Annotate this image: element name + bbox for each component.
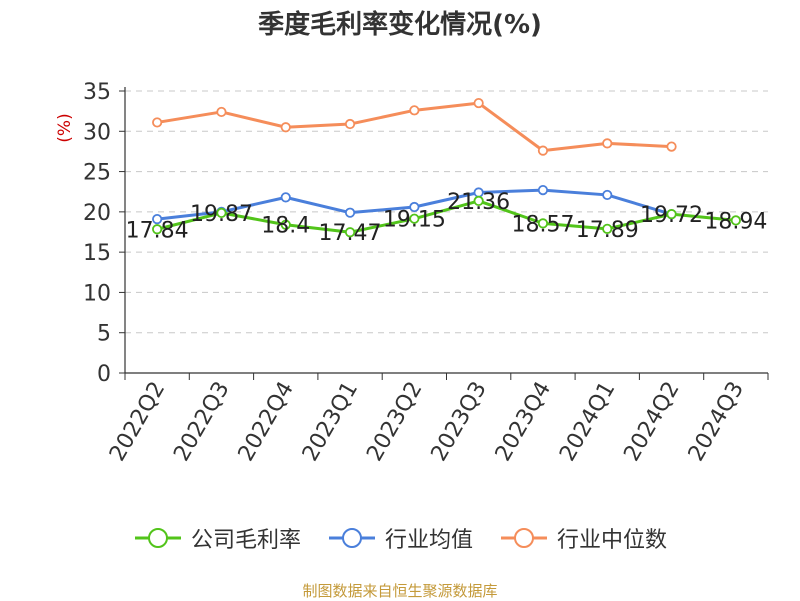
data-point <box>602 223 613 234</box>
x-tick-label: 2022Q2 <box>105 378 170 466</box>
x-tick-label: 2023Q4 <box>491 378 556 466</box>
x-tick-label: 2022Q3 <box>169 378 234 466</box>
data-point <box>280 219 291 230</box>
y-tick-label: 15 <box>83 241 111 266</box>
y-tick-label: 35 <box>83 80 111 105</box>
source-note: 制图数据来自恒生聚源数据库 <box>302 582 498 600</box>
legend-item[interactable]: 行业中位数 <box>499 522 667 554</box>
data-point <box>280 122 291 133</box>
legend-item[interactable]: 公司毛利率 <box>133 522 301 554</box>
legend-item[interactable]: 行业均值 <box>327 522 473 554</box>
data-point <box>344 207 356 218</box>
data-label: 17.89 <box>576 218 639 243</box>
data-label: 19.15 <box>383 208 446 233</box>
data-point <box>152 224 163 235</box>
data-label: 19.87 <box>190 202 253 227</box>
y-tick-label: 25 <box>83 161 111 186</box>
data-point <box>152 117 163 128</box>
legend-marker-icon <box>501 528 547 548</box>
legend-label: 公司毛利率 <box>190 528 301 553</box>
data-point <box>666 141 677 152</box>
y-tick-label: 5 <box>97 322 111 347</box>
x-tick-label: 2023Q3 <box>427 378 492 466</box>
y-tick-label: 30 <box>83 120 111 145</box>
data-point <box>537 145 549 156</box>
y-axis-label: (%) <box>55 113 75 142</box>
data-point <box>666 209 677 220</box>
legend-label: 行业中位数 <box>557 528 668 553</box>
data-label: 18.94 <box>704 209 767 234</box>
data-label: 17.84 <box>126 218 189 243</box>
data-point <box>409 201 420 213</box>
data-point <box>409 105 420 116</box>
y-tick-label: 0 <box>97 362 111 387</box>
data-point <box>152 214 163 225</box>
x-tick-label: 2024Q3 <box>684 378 749 466</box>
data-point <box>216 207 227 219</box>
data-point <box>537 218 549 229</box>
x-tick-label: 2024Q2 <box>619 378 684 466</box>
data-point <box>602 189 613 201</box>
data-label: 18.4 <box>261 214 310 239</box>
data-label: 18.57 <box>511 212 574 237</box>
data-point <box>730 215 741 226</box>
data-label: 21.36 <box>447 190 510 215</box>
data-point <box>602 138 613 149</box>
legend-label: 行业均值 <box>384 528 473 553</box>
data-point <box>344 227 356 238</box>
x-tick-label: 2023Q2 <box>362 378 427 466</box>
x-tick-label: 2023Q1 <box>298 378 363 466</box>
x-tick-label: 2022Q4 <box>234 378 299 466</box>
data-label: 19.72 <box>640 203 703 228</box>
legend-marker-icon <box>134 528 181 548</box>
series-line-0 <box>155 199 738 234</box>
y-tick-label: 10 <box>83 281 111 306</box>
legend: 公司毛利率 行业均值 行业中位数 <box>0 522 800 554</box>
data-point <box>537 185 549 196</box>
legend-marker-icon <box>328 528 375 548</box>
data-point <box>344 118 356 130</box>
data-label: 17.47 <box>319 221 382 246</box>
data-point <box>409 213 420 224</box>
data-point <box>280 192 291 203</box>
data-point <box>216 106 227 118</box>
data-point <box>473 97 484 109</box>
y-tick-label: 20 <box>83 201 111 226</box>
x-tick-label: 2024Q1 <box>555 378 620 466</box>
data-point <box>473 195 484 206</box>
chart-title: 季度毛利率变化情况(%) <box>258 10 542 40</box>
